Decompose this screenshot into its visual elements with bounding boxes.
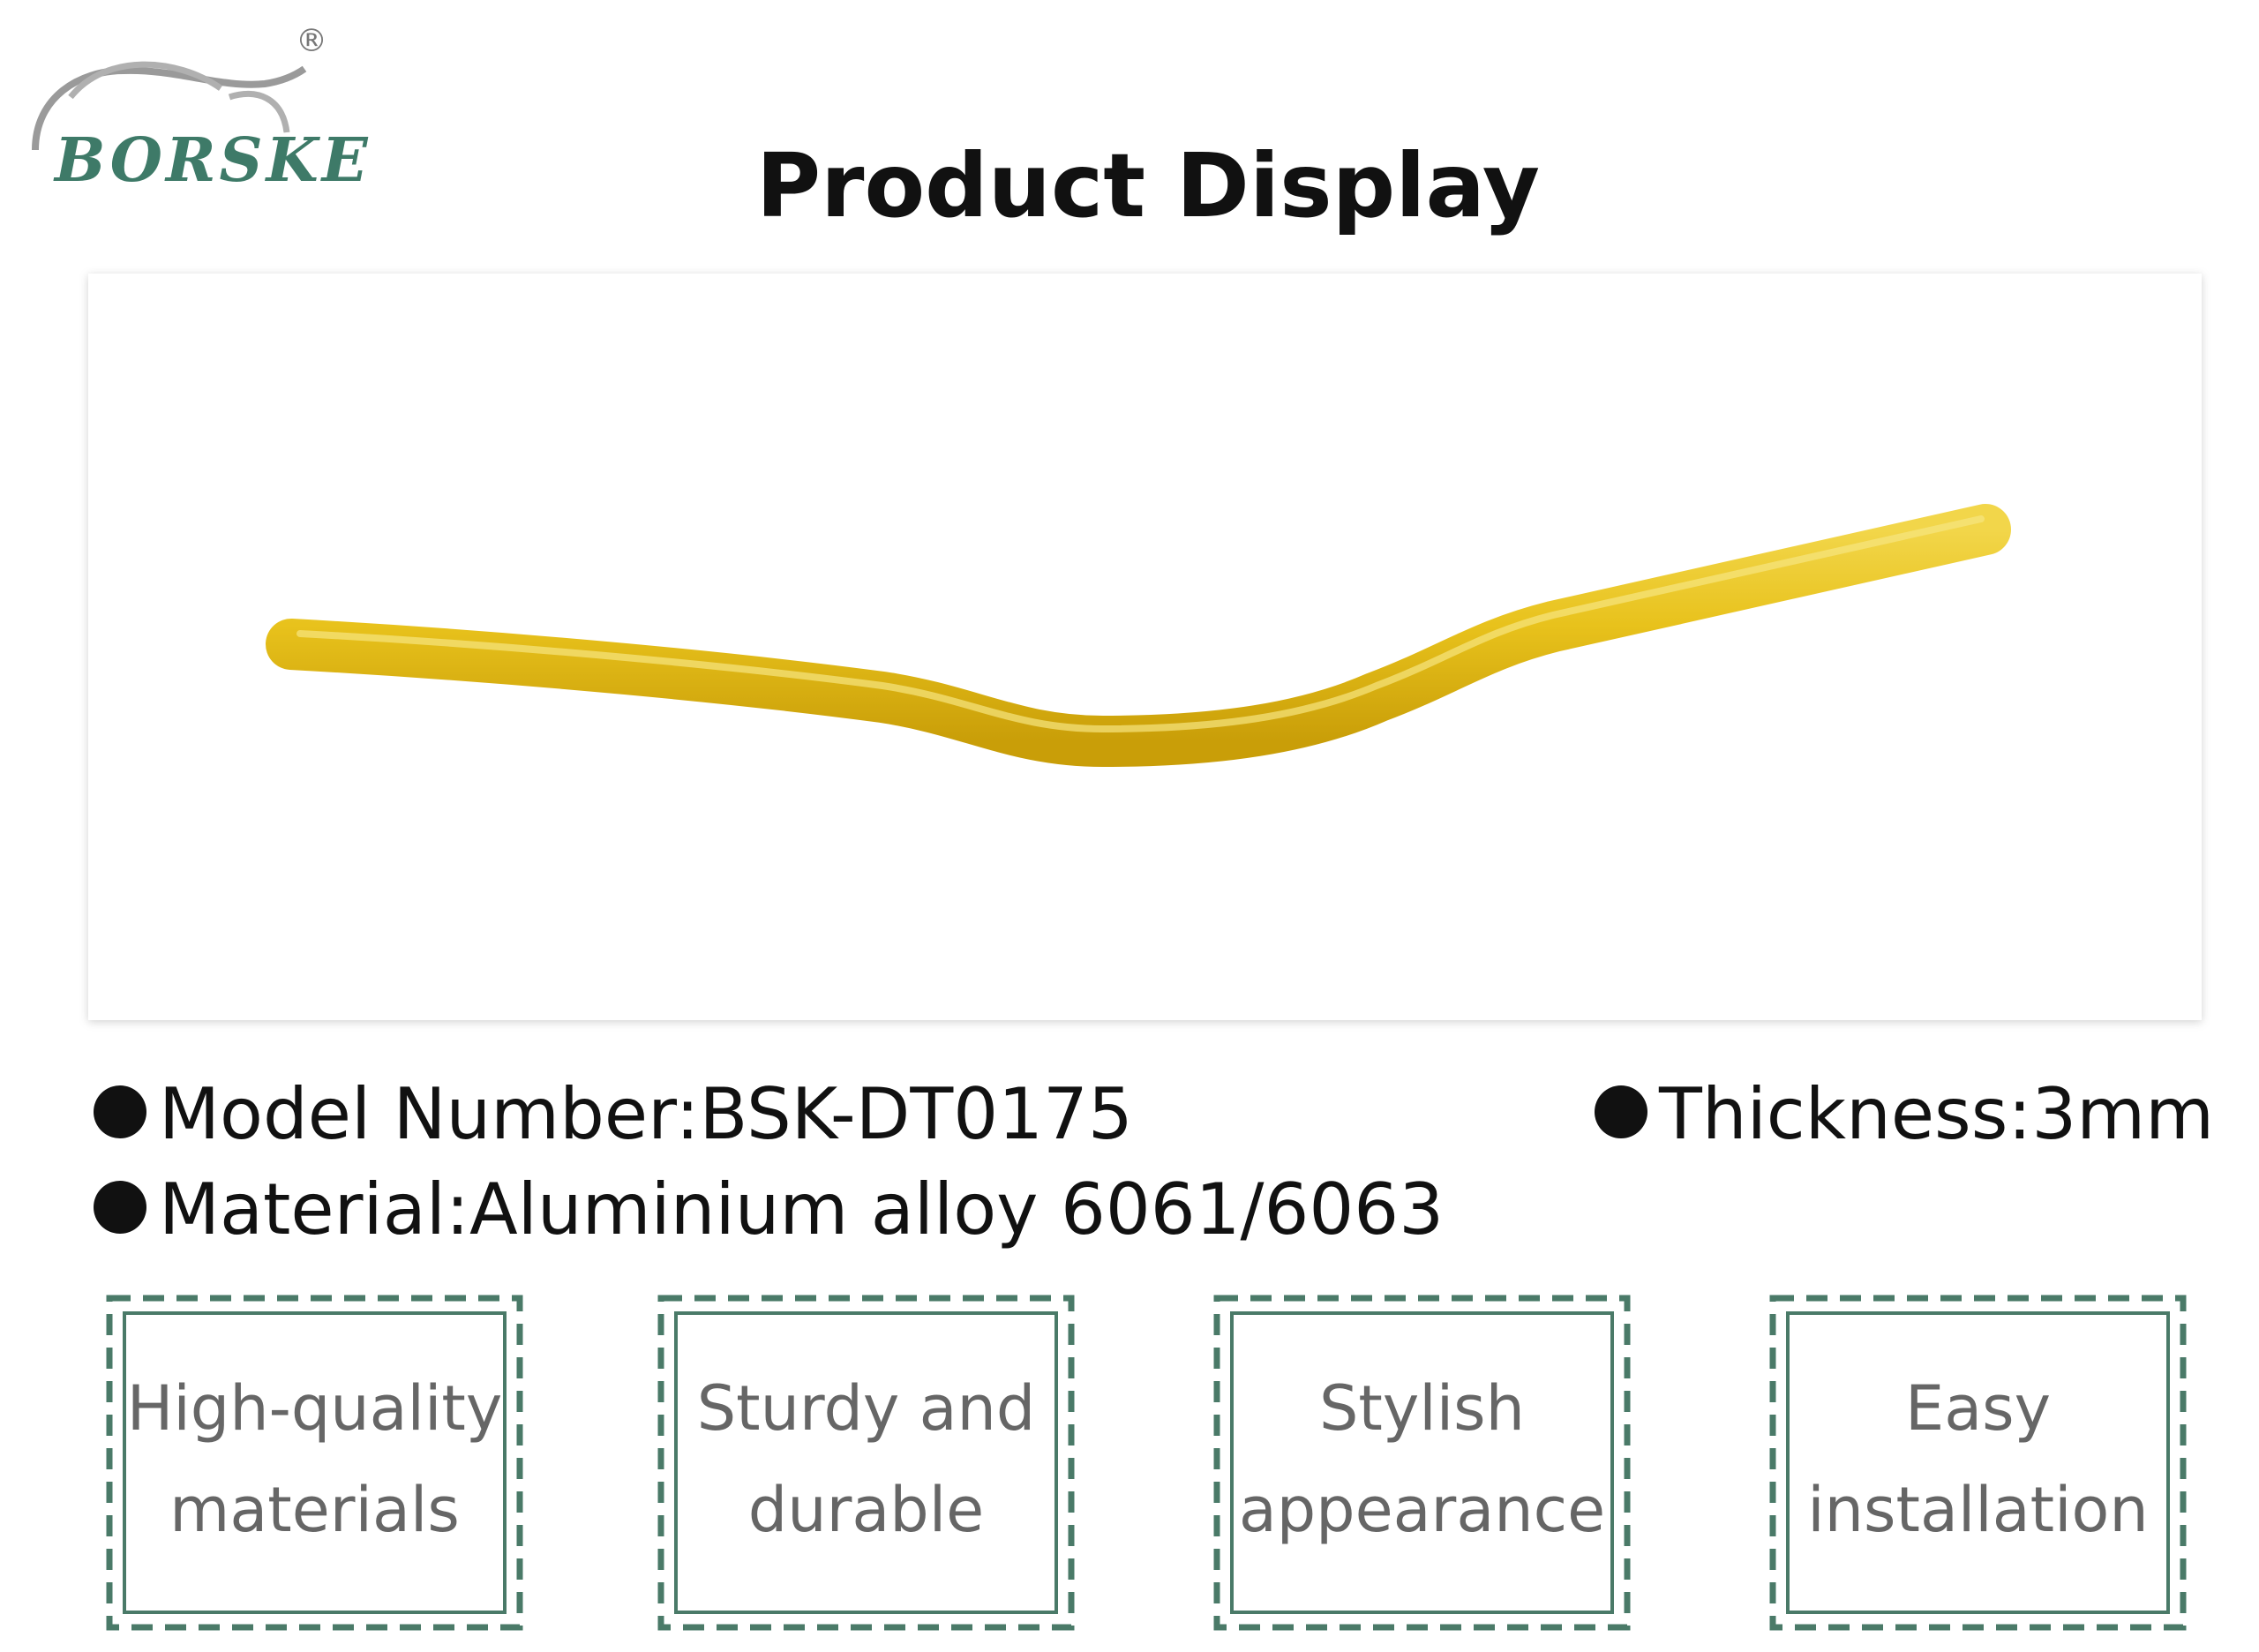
feature-frame [674,1311,1058,1614]
product-image [266,504,2011,768]
feature-line: High-quality [127,1372,503,1445]
spec-thickness: Thickness:3mm [1658,1073,2214,1155]
specs: Model Number:BSK-DT0175 Thickness:3mm Ma… [94,1073,2214,1250]
logo-mark: ® [296,23,327,59]
spec-model: Model Number:BSK-DT0175 [159,1073,1133,1155]
feature-line: Sturdy and [697,1372,1036,1445]
feature-line: Stylish [1319,1372,1525,1445]
spec-material: Material:Aluminium alloy 6061/6063 [159,1168,1444,1250]
bullet [94,1085,146,1138]
feature-line: materials [169,1474,460,1546]
feature-frame-dashed [1769,1295,2187,1631]
logo-swoosh [68,61,290,133]
handlebar [266,504,2011,768]
feature-frame [1786,1311,2170,1614]
bullet [94,1181,146,1234]
page-title: Product Display [756,134,1540,237]
feature-frame-dashed [106,1295,523,1631]
logo-swoosh [32,65,307,151]
feature-line: durable [748,1474,984,1546]
logo: BORSKE ® [32,23,371,196]
features: High-quality materials Sturdy and durable St… [106,1295,2187,1631]
handlebar-highlight [296,515,1985,733]
feature-line: appearance [1239,1474,1605,1546]
feature-frame-dashed [657,1295,1075,1631]
feature-line: Easy [1905,1372,2051,1445]
feature-frame [1230,1311,1614,1614]
feature-frame [123,1311,507,1614]
feature-frame-dashed [1213,1295,1631,1631]
logo-brand: BORSKE [53,125,371,196]
feature-line: installation [1807,1474,2149,1546]
bullet [1595,1085,1647,1138]
